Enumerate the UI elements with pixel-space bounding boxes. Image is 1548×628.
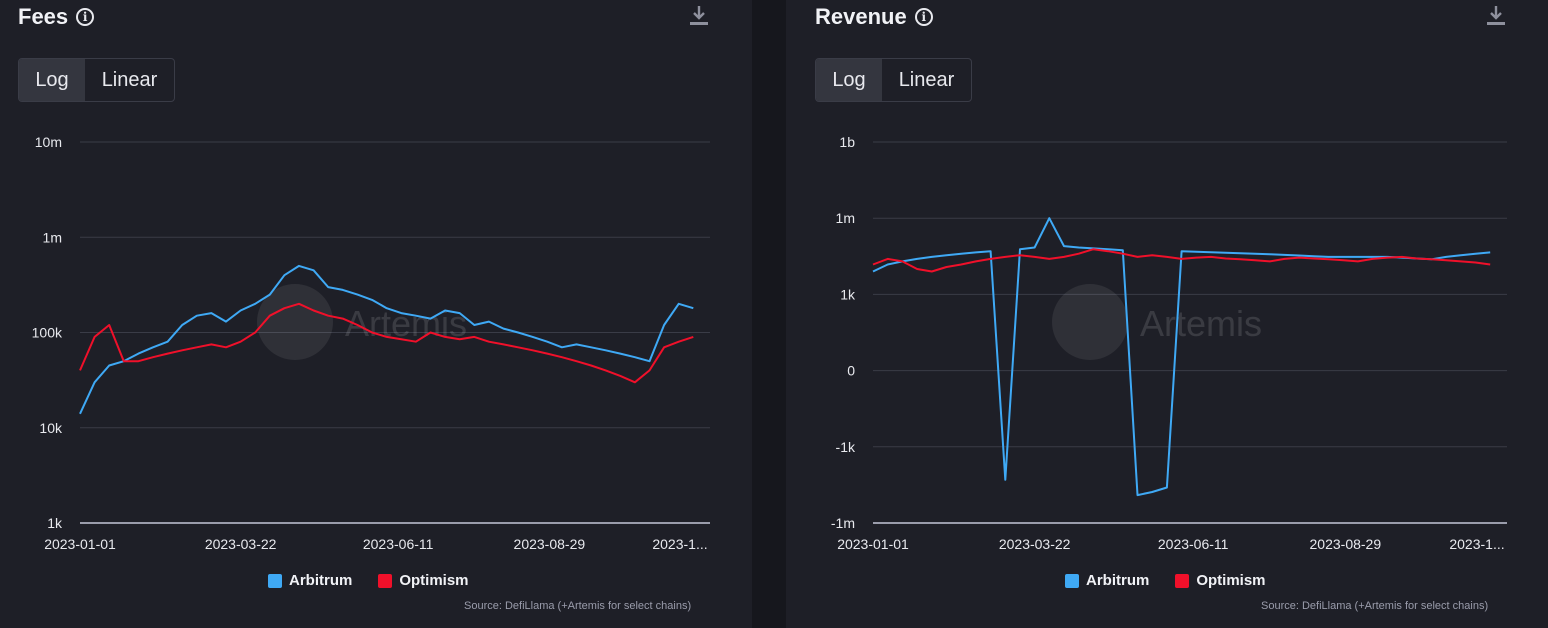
legend-label-optimism: Optimism xyxy=(1196,572,1266,589)
info-icon[interactable]: i xyxy=(76,8,95,26)
revenue-log-option[interactable]: Log xyxy=(816,59,882,101)
y-tick-label: 10k xyxy=(39,420,63,436)
x-tick-label: 2023-08-29 xyxy=(1310,536,1382,552)
legend-label-arbitrum: Arbitrum xyxy=(289,572,353,589)
fees-legend: Arbitrum Optimism xyxy=(268,572,495,589)
y-tick-label: 1k xyxy=(47,515,63,531)
legend-item-optimism[interactable]: Optimism xyxy=(378,572,469,589)
y-tick-label: 1b xyxy=(839,134,855,150)
y-tick-label: 0 xyxy=(847,363,855,379)
fees-title: Fees xyxy=(18,4,69,29)
watermark-logo xyxy=(257,284,333,360)
x-tick-label: 2023-01-01 xyxy=(44,536,116,552)
legend-item-optimism[interactable]: Optimism xyxy=(1175,572,1266,589)
x-tick-label: 2023-1... xyxy=(1449,536,1504,552)
fees-linear-option[interactable]: Linear xyxy=(101,68,158,91)
revenue-title: Revenue xyxy=(815,4,907,29)
info-icon[interactable]: i xyxy=(914,8,933,26)
legend-label-optimism: Optimism xyxy=(399,572,469,589)
revenue-title-row: Revenue i xyxy=(815,3,933,31)
panel-divider xyxy=(752,0,786,628)
x-tick-label: 2023-06-11 xyxy=(1158,536,1229,552)
fees-chart: 1k 10k 100k 1m 10m 2023-01-01 2023-03-22 2023-0… xyxy=(32,134,710,552)
series-line-optimism xyxy=(79,302,694,384)
legend-label-arbitrum: Arbitrum xyxy=(1086,572,1150,589)
x-tick-label: 2023-1... xyxy=(652,536,707,552)
legend-item-arbitrum[interactable]: Arbitrum xyxy=(1065,572,1149,589)
series-line-arbitrum xyxy=(79,264,694,415)
series-line-optimism xyxy=(872,248,1491,273)
fees-title-row: Fees i xyxy=(18,3,95,31)
y-tick-label: 1m xyxy=(836,210,855,226)
x-tick-label: 2023-01-01 xyxy=(837,536,909,552)
revenue-scale-toggle: Log Linear xyxy=(815,58,972,102)
fees-scale-toggle: Log Linear xyxy=(18,58,175,102)
watermark-logo xyxy=(1052,284,1128,360)
y-tick-label: 1k xyxy=(840,286,856,302)
x-tick-label: 2023-03-22 xyxy=(205,536,277,552)
fees-log-option[interactable]: Log xyxy=(19,59,85,101)
optimism-swatch xyxy=(378,573,393,588)
y-tick-label: 1m xyxy=(43,229,62,245)
revenue-panel: Revenue i Log Linear -1m -1k 0 1k 1m 1b 2023-0… xyxy=(786,0,1548,628)
fees-source: Source: DefiLlama (+Artemis for select c… xyxy=(464,600,692,612)
download-icon[interactable] xyxy=(1486,4,1506,28)
y-tick-label: -1m xyxy=(831,515,855,531)
revenue-source: Source: DefiLlama (+Artemis for select c… xyxy=(1261,600,1489,612)
arbitrum-swatch xyxy=(1065,573,1079,588)
y-tick-label: 100k xyxy=(32,325,63,341)
optimism-swatch xyxy=(1175,573,1190,588)
revenue-linear-option[interactable]: Linear xyxy=(898,68,955,91)
legend-item-arbitrum[interactable]: Arbitrum xyxy=(268,572,352,589)
y-tick-label: 10m xyxy=(35,134,62,150)
revenue-legend: Arbitrum Optimism xyxy=(1065,572,1292,589)
x-tick-label: 2023-03-22 xyxy=(999,536,1071,552)
revenue-chart: -1m -1k 0 1k 1m 1b 2023-01-01 2023-03-22 2023-06… xyxy=(831,134,1507,552)
fees-panel: Fees i Log Linear 1k 10k 100k 1m 10m 2023-01-… xyxy=(0,0,752,628)
download-icon[interactable] xyxy=(689,4,709,28)
arbitrum-swatch xyxy=(268,573,282,588)
y-tick-label: -1k xyxy=(836,439,856,455)
x-tick-label: 2023-06-11 xyxy=(363,536,434,552)
x-tick-label: 2023-08-29 xyxy=(514,536,586,552)
watermark-text: Artemis xyxy=(1140,303,1262,344)
